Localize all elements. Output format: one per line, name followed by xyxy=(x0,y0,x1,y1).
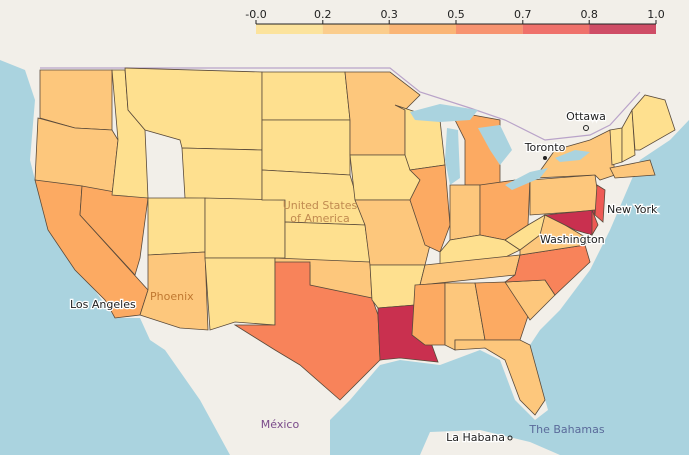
cuba xyxy=(420,430,560,455)
legend-tick-label: 0.5 xyxy=(447,8,465,21)
state xyxy=(261,119,351,176)
country-label: The Bahamas xyxy=(528,423,604,436)
city-dot xyxy=(543,156,547,160)
legend-tick-label: 1.0 xyxy=(647,8,665,21)
city-label: New York xyxy=(607,203,658,216)
city-label: Toronto xyxy=(524,141,566,154)
city-label: Los Angeles xyxy=(70,298,136,311)
lake xyxy=(445,128,460,185)
state xyxy=(233,261,381,401)
legend-tick-label: 0.2 xyxy=(314,8,332,21)
lakes xyxy=(410,104,590,190)
lake xyxy=(410,104,478,122)
country-label: of America xyxy=(290,212,349,225)
state xyxy=(504,214,546,251)
state xyxy=(529,174,601,216)
country-label: United States xyxy=(283,199,358,212)
city-label: La Habana xyxy=(446,431,505,444)
legend-tick-label: 0.7 xyxy=(514,8,532,21)
state xyxy=(284,221,371,263)
state xyxy=(261,71,351,121)
state xyxy=(591,209,599,237)
state xyxy=(204,257,276,331)
legend-swatch xyxy=(522,24,590,34)
state xyxy=(409,164,451,253)
state xyxy=(621,108,636,163)
lake xyxy=(478,125,512,165)
lake xyxy=(505,168,548,190)
legend-swatch xyxy=(589,24,656,34)
legend-swatch xyxy=(456,24,523,34)
legend-tick-label: -0.0 xyxy=(245,8,266,21)
city-label: Ottawa xyxy=(566,110,606,123)
state xyxy=(147,197,206,256)
state xyxy=(609,127,623,166)
legend-tick-label: 0.3 xyxy=(380,8,398,21)
state xyxy=(594,184,606,223)
legend-tick-label: 0.8 xyxy=(580,8,598,21)
city-dot xyxy=(583,125,589,131)
state xyxy=(609,159,656,179)
state xyxy=(449,184,481,241)
states xyxy=(34,67,676,416)
state xyxy=(39,69,113,131)
country-label: México xyxy=(261,418,300,431)
state xyxy=(454,339,546,416)
city-label: Phoenix xyxy=(150,290,194,303)
city-dot xyxy=(507,435,513,441)
state xyxy=(411,282,446,346)
lake xyxy=(555,150,590,162)
city-label: Washington xyxy=(540,233,605,246)
state xyxy=(543,209,596,236)
state xyxy=(181,147,263,201)
legend-swatch xyxy=(389,24,456,34)
state xyxy=(503,244,591,296)
legend: -0.0 0.2 0.3 0.5 0.7 0.8 1.0 xyxy=(245,8,665,34)
border xyxy=(40,67,641,141)
state xyxy=(204,197,286,259)
legend-swatch xyxy=(322,24,390,34)
state xyxy=(631,94,676,151)
legend-swatch xyxy=(256,24,323,34)
